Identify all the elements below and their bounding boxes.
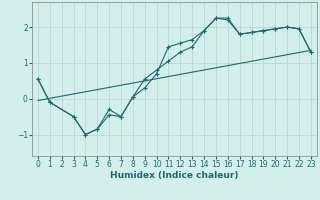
X-axis label: Humidex (Indice chaleur): Humidex (Indice chaleur): [110, 171, 239, 180]
